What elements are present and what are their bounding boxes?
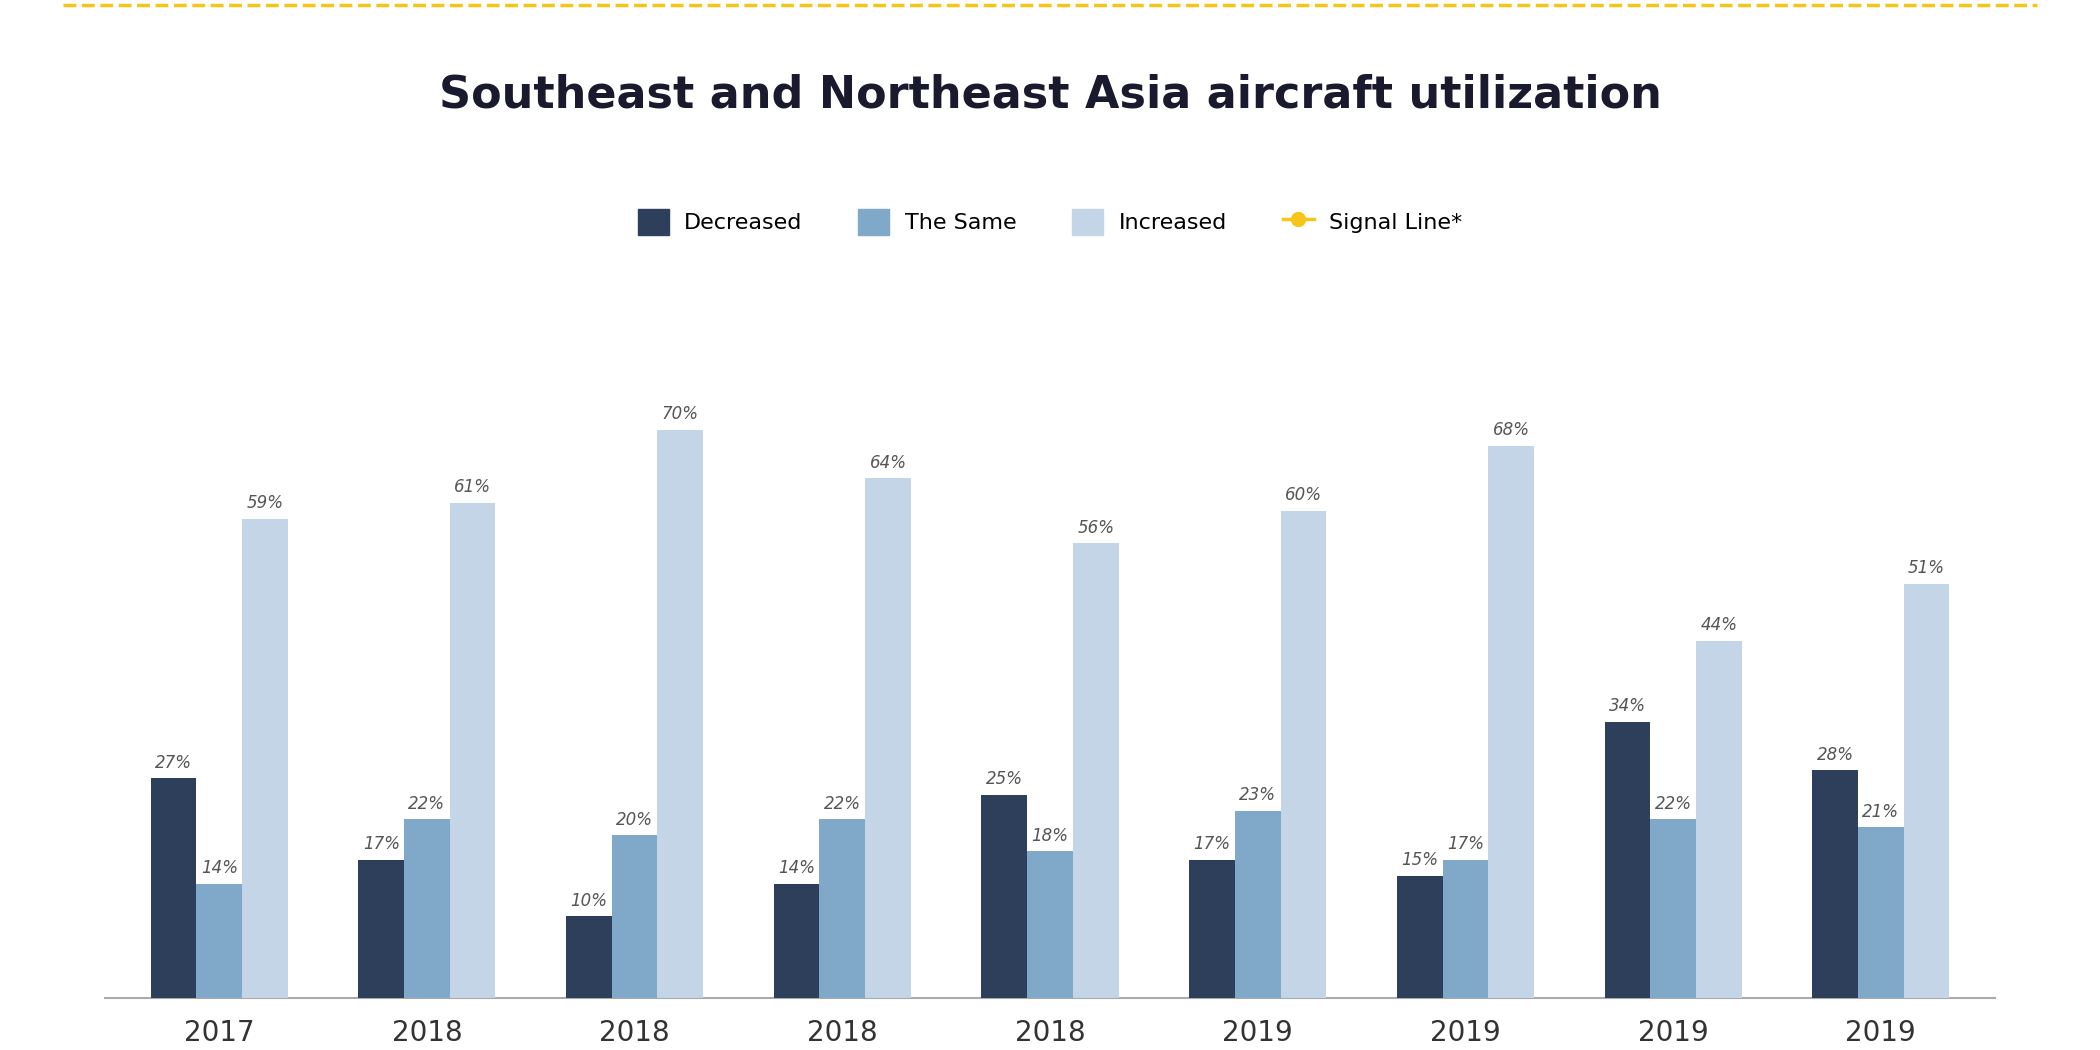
Text: 70%: 70% <box>662 405 699 423</box>
Text: 51%: 51% <box>1909 560 1945 578</box>
Bar <box>1235 811 1281 998</box>
Bar <box>1858 827 1903 998</box>
Bar <box>1073 543 1119 998</box>
Bar <box>773 884 819 998</box>
Bar <box>1189 860 1235 998</box>
Bar <box>1697 640 1741 998</box>
Text: 59%: 59% <box>246 495 284 512</box>
Text: 27%: 27% <box>155 754 191 772</box>
Text: Southeast and Northeast Asia aircraft utilization: Southeast and Northeast Asia aircraft ut… <box>439 74 1661 117</box>
Text: 22%: 22% <box>823 795 861 813</box>
Bar <box>403 819 449 997</box>
Text: 25%: 25% <box>985 770 1023 789</box>
Text: 56%: 56% <box>1077 519 1115 537</box>
Text: 21%: 21% <box>1863 802 1898 821</box>
Text: 20%: 20% <box>615 811 653 828</box>
Bar <box>1651 819 1697 997</box>
Bar <box>611 835 657 997</box>
Bar <box>1604 721 1651 998</box>
Bar <box>1027 852 1073 998</box>
Bar <box>197 884 242 998</box>
Text: 10%: 10% <box>571 891 607 910</box>
Text: 60%: 60% <box>1285 486 1321 504</box>
Bar <box>865 478 911 997</box>
Text: 17%: 17% <box>1193 835 1231 853</box>
Bar <box>819 819 865 997</box>
Bar <box>1281 510 1327 998</box>
Text: 14%: 14% <box>779 859 815 878</box>
Bar <box>1443 860 1489 998</box>
Bar <box>449 503 496 998</box>
Bar <box>1489 446 1533 997</box>
Bar <box>657 429 704 998</box>
Bar <box>242 519 288 998</box>
Text: 44%: 44% <box>1701 616 1737 634</box>
Bar <box>567 917 611 997</box>
Bar <box>981 795 1027 998</box>
Text: 61%: 61% <box>454 478 491 496</box>
Text: 17%: 17% <box>363 835 399 853</box>
Bar <box>151 778 197 997</box>
Text: 18%: 18% <box>1031 827 1069 845</box>
Text: 22%: 22% <box>407 795 445 813</box>
Bar <box>1396 876 1443 997</box>
Bar <box>359 860 403 998</box>
Text: 23%: 23% <box>1239 786 1277 804</box>
Text: 17%: 17% <box>1447 835 1485 853</box>
Bar <box>1812 771 1858 997</box>
Text: 68%: 68% <box>1493 421 1529 439</box>
Bar <box>1903 584 1949 998</box>
Text: 14%: 14% <box>202 859 237 878</box>
Text: 22%: 22% <box>1655 795 1693 813</box>
Text: 28%: 28% <box>1816 746 1854 763</box>
Text: 34%: 34% <box>1609 697 1646 715</box>
Text: 64%: 64% <box>869 454 907 471</box>
Legend: Decreased, The Same, Increased, Signal Line*: Decreased, The Same, Increased, Signal L… <box>628 201 1472 244</box>
Text: 15%: 15% <box>1401 852 1438 869</box>
